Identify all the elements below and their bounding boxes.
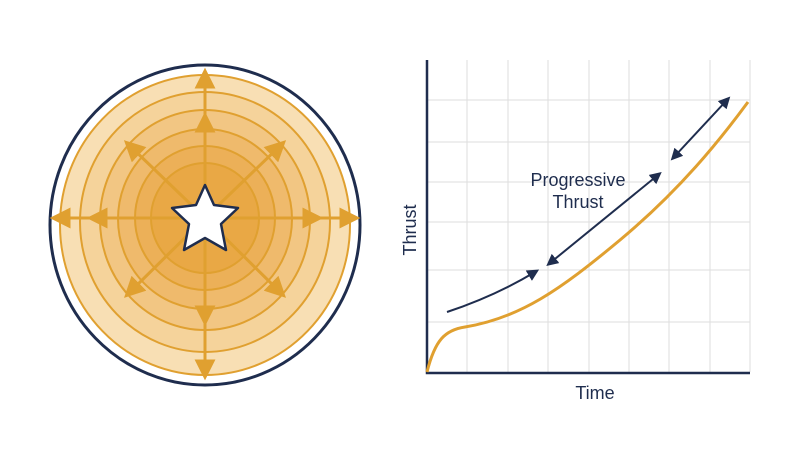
- star-perforation: [170, 183, 240, 252]
- y-axis-label: Thrust: [400, 204, 420, 255]
- annotation-arrows: [446, 96, 731, 313]
- grain-cross-section: [48, 63, 362, 387]
- annotation: Thrust: [552, 192, 603, 212]
- thrust-chart: Progressive Thrust Thrust Time: [400, 60, 751, 403]
- x-axis-label: Time: [575, 383, 614, 403]
- annotation: Progressive: [530, 170, 625, 190]
- axes: [425, 60, 750, 375]
